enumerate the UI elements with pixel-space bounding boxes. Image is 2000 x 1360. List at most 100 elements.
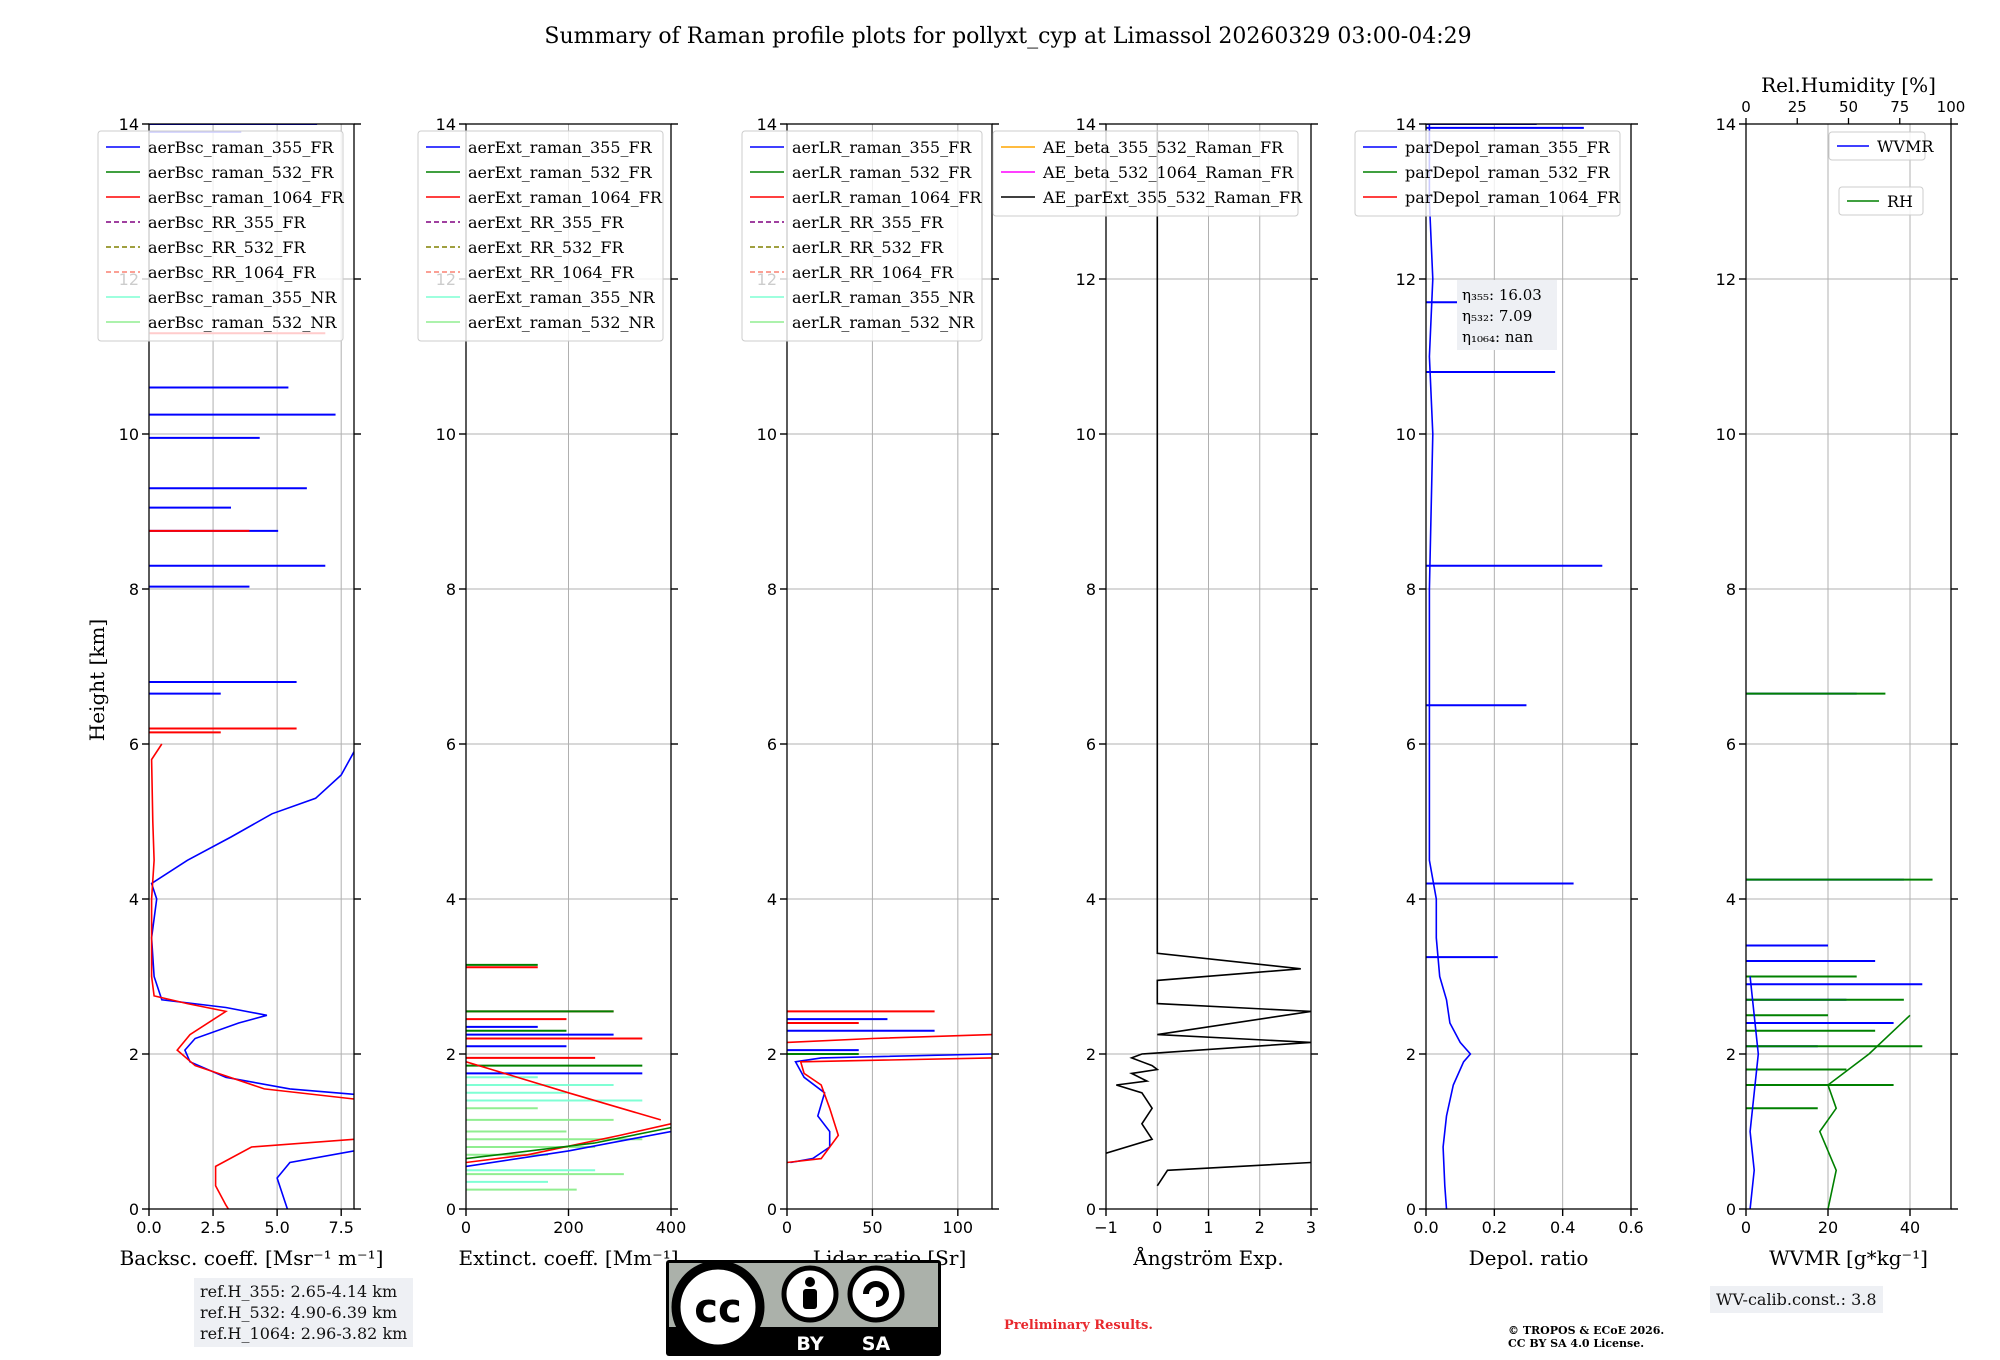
y-tick-label: 8 <box>767 580 777 599</box>
legend-entry: aerLR_raman_532_FR <box>792 163 972 182</box>
legend-entry: aerLR_RR_532_FR <box>792 238 944 257</box>
y-tick-label: 4 <box>446 890 456 909</box>
y-tick-label: 6 <box>129 735 139 754</box>
legend-entry: aerBsc_RR_355_FR <box>148 213 306 232</box>
legend-entry: aerExt_raman_1064_FR <box>468 188 663 207</box>
y-tick-label: 2 <box>446 1045 456 1064</box>
legend-entry: parDepol_raman_532_FR <box>1405 163 1611 182</box>
legend-entry: AE_beta_532_1064_Raman_FR <box>1042 163 1294 182</box>
y-tick-label: 0 <box>446 1200 456 1219</box>
y-tick-label: 12 <box>1076 270 1096 289</box>
y-tick-label: 14 <box>757 115 777 134</box>
legend-entry: aerExt_RR_355_FR <box>468 213 625 232</box>
top-x-tick-label: 50 <box>1839 98 1858 116</box>
legend-entry: aerLR_raman_355_FR <box>792 138 972 157</box>
panel-depol: 0 2 4 6 8 10 12 14 0.0 0.2 0.4 0.6 Depol. ratio parDe… <box>1354 115 1644 1270</box>
plot-data <box>1106 131 1311 1187</box>
x-tick-label: 2 <box>1255 1218 1265 1237</box>
y-tick-label: 2 <box>1086 1045 1096 1064</box>
series-line <box>150 751 354 1209</box>
copyright-line-1: © TROPOS & ECoE 2026. <box>1508 1324 1665 1337</box>
series-line <box>1818 1014 1911 1209</box>
y-tick-label: 6 <box>1726 735 1736 754</box>
y-tick-label: 10 <box>1396 425 1416 444</box>
x-axis-label: Depol. ratio <box>1469 1246 1589 1270</box>
eta-value: η₃₅₅: 16.03 <box>1462 286 1542 304</box>
x-tick-label: 400 <box>656 1218 687 1237</box>
legend-entry: aerBsc_raman_532_FR <box>148 163 334 182</box>
x-tick-label: 0 <box>461 1218 471 1237</box>
eta-value: η₁₀₆₄: nan <box>1462 328 1533 346</box>
x-tick-label: 5.0 <box>264 1218 289 1237</box>
legend-entry: aerLR_raman_532_NR <box>792 313 975 332</box>
y-tick-label: 0 <box>1726 1200 1736 1219</box>
wv-calibration-box: WV-calib.const.: 3.8 <box>1710 1286 1883 1313</box>
cc-by-label: BY <box>796 1333 823 1355</box>
y-tick-label: 2 <box>129 1045 139 1064</box>
y-tick-label: 10 <box>1716 425 1736 444</box>
reference-heights-box: ref.H_355: 2.65-4.14 km ref.H_532: 4.90-… <box>194 1278 414 1347</box>
x-tick-label: 0 <box>1741 1218 1751 1237</box>
copyright-note: © TROPOS & ECoE 2026. CC BY SA 4.0 Licen… <box>1508 1324 1664 1350</box>
plot-data <box>466 963 671 1191</box>
y-tick-label: 14 <box>1716 115 1736 134</box>
series-line <box>466 1130 671 1168</box>
legend-entry: parDepol_raman_1064_FR <box>1405 188 1621 207</box>
legend-box <box>417 130 664 342</box>
y-tick-label: 4 <box>767 890 777 909</box>
legend-entry: aerExt_RR_1064_FR <box>468 263 635 282</box>
x-tick-label: 0.2 <box>1482 1218 1507 1237</box>
y-tick-label: 0 <box>129 1200 139 1219</box>
top-axis-label: Rel.Humidity [%] <box>1761 73 1936 97</box>
cc-by-sa-logo: cc BY SA <box>666 1260 941 1356</box>
x-tick-label: 0 <box>1152 1218 1162 1237</box>
y-tick-label: 2 <box>767 1045 777 1064</box>
axes-frame <box>1745 123 1952 1210</box>
x-tick-label: 200 <box>553 1218 584 1237</box>
y-tick-label: 8 <box>129 580 139 599</box>
y-tick-label: 8 <box>1406 580 1416 599</box>
plot-data <box>787 1010 992 1164</box>
legend-entry: RH <box>1887 192 1913 211</box>
x-tick-label: 40 <box>1900 1218 1920 1237</box>
series-line <box>1749 976 1760 1209</box>
x-tick-label: 0.0 <box>1413 1218 1438 1237</box>
legend-entry: aerBsc_raman_355_NR <box>148 288 337 307</box>
cc-sa-label: SA <box>862 1333 891 1355</box>
legend-entry: aerLR_raman_1064_FR <box>792 188 982 207</box>
axes-frame <box>148 123 355 1210</box>
legend-box <box>1828 131 1926 161</box>
y-tick-label: 12 <box>1396 270 1416 289</box>
x-tick-label: 2.5 <box>200 1218 225 1237</box>
legend-box <box>1354 130 1621 217</box>
eta-box <box>1457 280 1557 350</box>
x-tick-label: 3 <box>1306 1218 1316 1237</box>
legend-box <box>741 130 983 342</box>
legend-entry: AE_beta_355_532_Raman_FR <box>1042 138 1284 157</box>
y-tick-label: 6 <box>1406 735 1416 754</box>
y-tick-label: 4 <box>1086 890 1096 909</box>
series-line <box>466 1126 671 1160</box>
y-tick-label: 6 <box>767 735 777 754</box>
axes-frame <box>1425 123 1632 1210</box>
legend-entry: aerBsc_RR_532_FR <box>148 238 306 257</box>
x-tick-label: 1 <box>1203 1218 1213 1237</box>
legend-entry: aerLR_raman_355_NR <box>792 288 975 307</box>
y-tick-label: 14 <box>1076 115 1096 134</box>
svg-text:cc: cc <box>694 1286 741 1332</box>
y-axis-label: Height [km] <box>85 619 109 741</box>
y-tick-label: 14 <box>119 115 139 134</box>
top-x-tick-label: 100 <box>1937 98 1966 116</box>
y-tick-label: 4 <box>1406 890 1416 909</box>
y-tick-label: 2 <box>1726 1045 1736 1064</box>
legend-entry: aerExt_raman_355_FR <box>468 138 653 157</box>
wv-calibration-text: WV-calib.const.: 3.8 <box>1716 1290 1877 1309</box>
x-tick-label: 50 <box>862 1218 882 1237</box>
legend-box <box>1838 186 1924 216</box>
x-axis-label: Backsc. coeff. [Msr⁻¹ m⁻¹] <box>120 1246 384 1270</box>
y-tick-label: 10 <box>757 425 777 444</box>
plot-data <box>1746 692 1933 1209</box>
legend-box <box>992 130 1299 217</box>
